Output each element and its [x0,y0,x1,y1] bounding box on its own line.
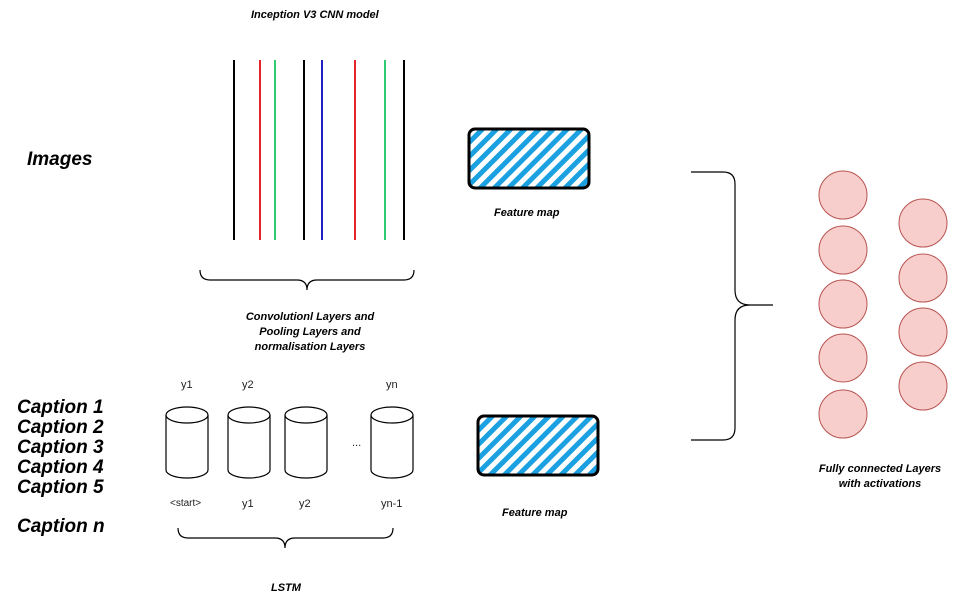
merge-brace [691,171,773,441]
lstm-output-label: yn [386,379,398,391]
lstm-cell [165,406,209,479]
feature-map-bottom [476,414,600,477]
neuron [818,170,868,220]
fc-caption-line: with activations [838,478,922,490]
lstm-output-label: y1 [181,379,193,391]
images-label: Images [27,149,93,170]
caption-label: Caption 4 [17,457,104,478]
cnn-layer-lines [233,60,405,240]
neuron [818,279,868,329]
feature-map-label-top: Feature map [494,207,560,219]
lstm-cell [284,406,328,479]
fc-layers-caption: Fully connected Layers with activations [790,462,961,492]
caption-label: Caption 5 [17,477,104,498]
cnn-caption-line: Convolutionl Layers and [245,311,375,323]
lstm-input-label: y1 [242,498,254,510]
lstm-label: LSTM [271,582,301,594]
fc-caption-line: Fully connected Layers [818,463,942,475]
lstm-input-label: y2 [299,498,311,510]
cnn-caption-line: Pooling Layers and [259,326,361,338]
lstm-input-label: yn-1 [381,498,403,510]
neuron [818,389,868,439]
caption-label: Caption 3 [17,437,104,458]
cnn-layers-caption: Convolutionl Layers and Pooling Layers a… [210,310,410,355]
fc-layer-1 [818,170,868,439]
cnn-caption-line: normalisation Layers [254,341,366,353]
neuron [898,253,948,303]
cnn-layers-brace [199,269,415,291]
fc-layer-2 [898,198,948,411]
neuron [818,225,868,275]
lstm-brace [177,527,394,549]
caption-label: Caption n [17,516,105,537]
lstm-input-label: <start> [170,498,202,509]
lstm-output-label: y2 [242,379,254,391]
lstm-cell [370,406,414,479]
inception-title: Inception V3 CNN model [251,9,379,21]
neuron [898,307,948,357]
neuron [898,198,948,248]
caption-label: Caption 2 [17,417,104,438]
neuron [898,361,948,411]
lstm-cell [227,406,271,479]
lstm-ellipsis: ... [352,437,362,449]
neuron [818,333,868,383]
feature-map-top [467,127,591,190]
caption-label: Caption 1 [17,397,104,418]
feature-map-label-bottom: Feature map [502,507,568,519]
